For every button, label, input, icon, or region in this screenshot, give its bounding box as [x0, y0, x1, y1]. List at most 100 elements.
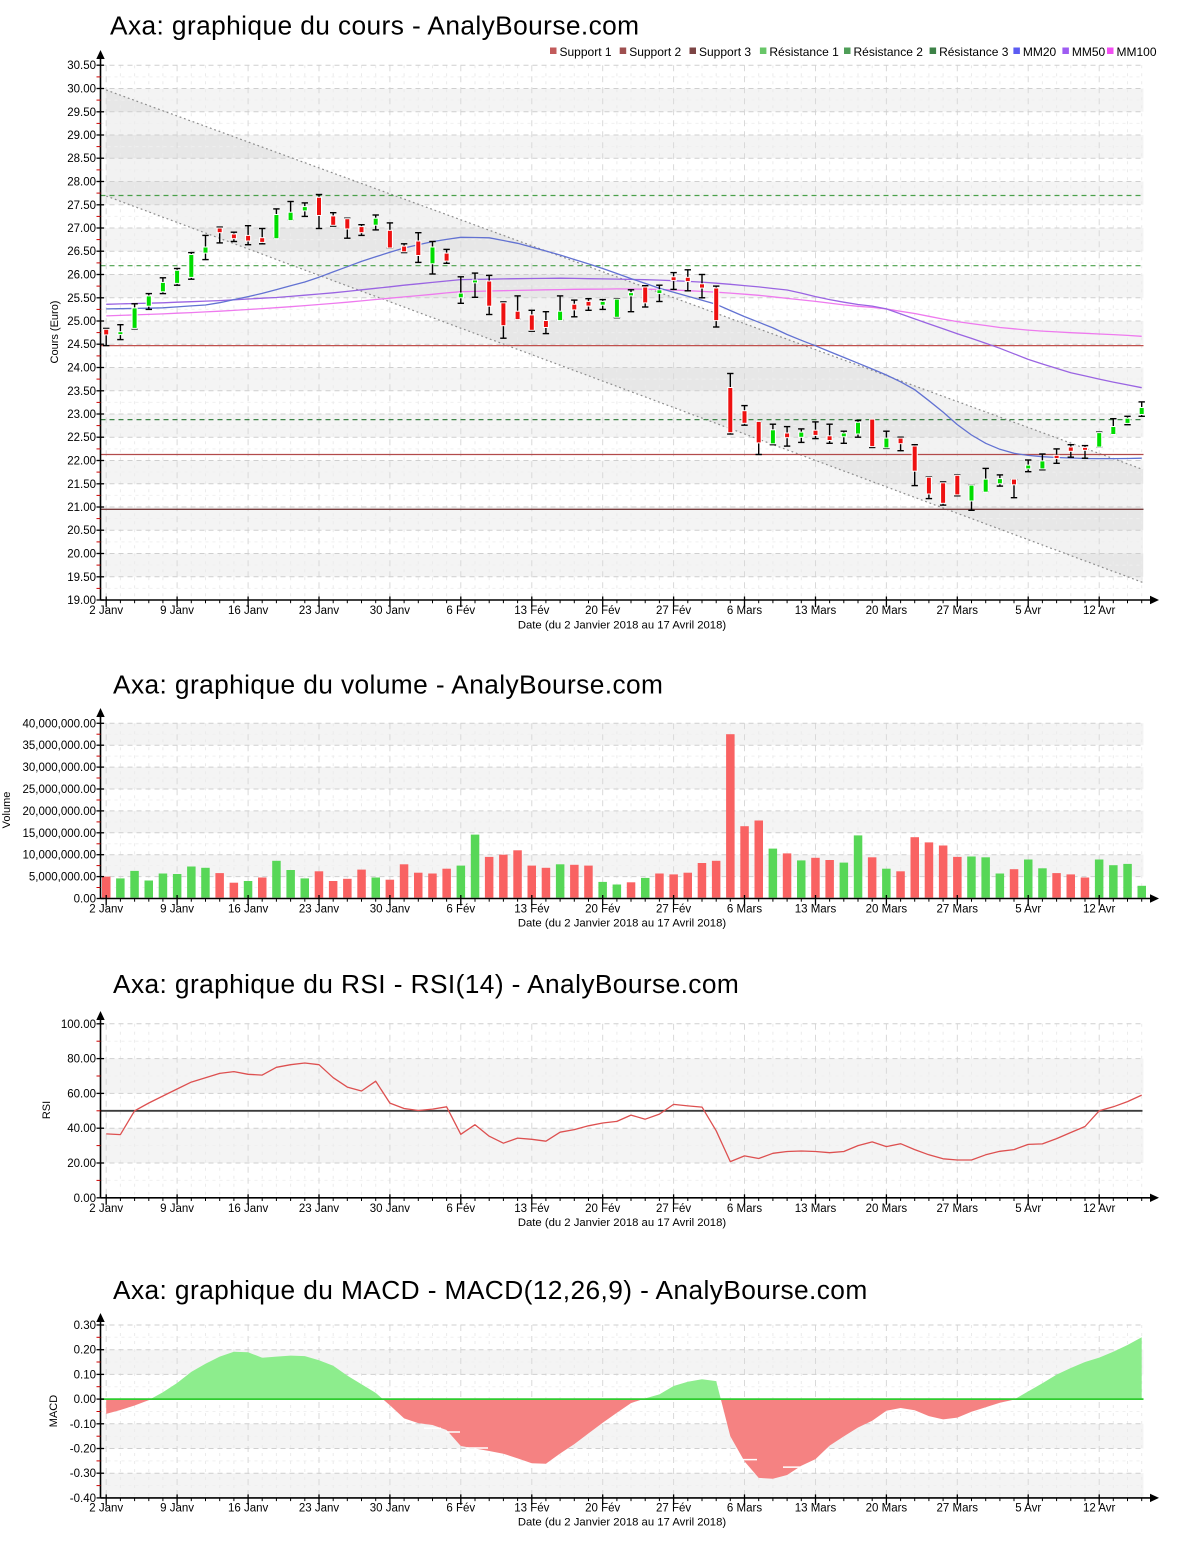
svg-text:0.10: 0.10	[74, 1369, 96, 1381]
svg-text:13 Fév: 13 Fév	[514, 605, 549, 617]
svg-text:9 Janv: 9 Janv	[160, 1503, 194, 1515]
svg-text:27 Mars: 27 Mars	[937, 1503, 979, 1515]
svg-text:12 Avr: 12 Avr	[1083, 1503, 1116, 1515]
svg-text:5 Avr: 5 Avr	[1015, 605, 1041, 617]
svg-text:28.50: 28.50	[67, 153, 96, 165]
svg-text:27.00: 27.00	[67, 223, 96, 235]
svg-text:24.50: 24.50	[67, 339, 96, 351]
svg-text:23 Janv: 23 Janv	[299, 1503, 340, 1515]
svg-text:13 Mars: 13 Mars	[795, 1203, 837, 1215]
svg-text:0.00: 0.00	[74, 1193, 96, 1205]
svg-text:6 Mars: 6 Mars	[727, 904, 762, 916]
svg-text:30 Janv: 30 Janv	[370, 904, 411, 916]
svg-text:6 Mars: 6 Mars	[727, 1503, 762, 1515]
svg-text:13 Fév: 13 Fév	[514, 904, 549, 916]
svg-text:Volume: Volume	[1, 792, 13, 829]
svg-text:30 Janv: 30 Janv	[370, 1503, 411, 1515]
svg-text:23 Janv: 23 Janv	[299, 1203, 340, 1215]
svg-text:19.00: 19.00	[67, 595, 96, 607]
svg-text:5,000,000.00: 5,000,000.00	[29, 872, 96, 884]
svg-text:Support 1: Support 1	[560, 45, 612, 59]
svg-text:2 Janv: 2 Janv	[89, 1503, 123, 1515]
svg-text:26.50: 26.50	[67, 246, 96, 258]
svg-text:Date (du 2 Janvier 2018 au 17: Date (du 2 Janvier 2018 au 17 Avril 2018…	[518, 1517, 727, 1529]
svg-text:27 Mars: 27 Mars	[937, 1203, 979, 1215]
svg-text:16 Janv: 16 Janv	[228, 1203, 269, 1215]
svg-text:6 Mars: 6 Mars	[727, 1203, 762, 1215]
svg-text:40,000,000.00: 40,000,000.00	[22, 718, 96, 730]
svg-text:Axa: graphique du MACD - MACD(: Axa: graphique du MACD - MACD(12,26,9) -…	[113, 1275, 868, 1305]
svg-text:20.00: 20.00	[67, 549, 96, 561]
svg-text:MM100: MM100	[1117, 45, 1157, 59]
svg-text:20 Fév: 20 Fév	[585, 904, 620, 916]
svg-text:12 Avr: 12 Avr	[1083, 1203, 1116, 1215]
svg-text:10,000,000.00: 10,000,000.00	[22, 850, 96, 862]
svg-text:2 Janv: 2 Janv	[89, 904, 123, 916]
svg-text:0.20: 0.20	[74, 1345, 96, 1357]
svg-text:13 Mars: 13 Mars	[795, 904, 837, 916]
svg-text:21.00: 21.00	[67, 502, 96, 514]
svg-text:27 Mars: 27 Mars	[937, 904, 979, 916]
svg-text:2 Janv: 2 Janv	[89, 605, 123, 617]
svg-text:Axa: graphique du RSI - RSI(14: Axa: graphique du RSI - RSI(14) - AnalyB…	[113, 969, 739, 999]
svg-text:9 Janv: 9 Janv	[160, 1203, 194, 1215]
svg-text:12 Avr: 12 Avr	[1083, 904, 1116, 916]
svg-text:20 Fév: 20 Fév	[585, 605, 620, 617]
svg-text:5 Avr: 5 Avr	[1015, 1203, 1041, 1215]
svg-text:Date (du 2 Janvier 2018 au 17: Date (du 2 Janvier 2018 au 17 Avril 2018…	[518, 1217, 727, 1229]
svg-text:-0.20: -0.20	[70, 1444, 96, 1456]
svg-text:30 Janv: 30 Janv	[370, 605, 411, 617]
svg-text:6 Mars: 6 Mars	[727, 605, 762, 617]
svg-text:80.00: 80.00	[67, 1054, 96, 1066]
svg-text:6 Fév: 6 Fév	[446, 904, 475, 916]
svg-text:27 Fév: 27 Fév	[656, 1503, 691, 1515]
svg-text:MM20: MM20	[1023, 45, 1057, 59]
svg-text:0.00: 0.00	[74, 894, 96, 906]
svg-text:6 Fév: 6 Fév	[446, 1203, 475, 1215]
svg-text:27 Fév: 27 Fév	[656, 1203, 691, 1215]
svg-text:22.50: 22.50	[67, 432, 96, 444]
svg-text:13 Fév: 13 Fév	[514, 1503, 549, 1515]
svg-text:24.00: 24.00	[67, 363, 96, 375]
svg-text:MACD: MACD	[48, 1395, 60, 1427]
svg-text:MM50: MM50	[1072, 45, 1106, 59]
svg-text:30.50: 30.50	[67, 60, 96, 72]
svg-text:16 Janv: 16 Janv	[228, 904, 269, 916]
svg-text:29.50: 29.50	[67, 107, 96, 119]
svg-text:23.00: 23.00	[67, 409, 96, 421]
svg-text:27 Fév: 27 Fév	[656, 605, 691, 617]
svg-text:Résistance 3: Résistance 3	[939, 45, 1009, 59]
svg-text:20 Fév: 20 Fév	[585, 1503, 620, 1515]
svg-text:-0.10: -0.10	[70, 1419, 96, 1431]
svg-text:21.50: 21.50	[67, 479, 96, 491]
svg-text:Date (du 2 Janvier 2018 au 17: Date (du 2 Janvier 2018 au 17 Avril 2018…	[518, 620, 727, 632]
svg-text:40.00: 40.00	[67, 1123, 96, 1135]
svg-text:20 Mars: 20 Mars	[866, 1503, 908, 1515]
svg-text:6 Fév: 6 Fév	[446, 605, 475, 617]
svg-text:2 Janv: 2 Janv	[89, 1203, 123, 1215]
svg-text:Résistance 1: Résistance 1	[769, 45, 839, 59]
svg-text:Résistance 2: Résistance 2	[854, 45, 924, 59]
svg-text:9 Janv: 9 Janv	[160, 904, 194, 916]
svg-text:23 Janv: 23 Janv	[299, 904, 340, 916]
svg-text:23.50: 23.50	[67, 386, 96, 398]
svg-text:5 Avr: 5 Avr	[1015, 1503, 1041, 1515]
svg-text:60.00: 60.00	[67, 1088, 96, 1100]
svg-text:16 Janv: 16 Janv	[228, 1503, 269, 1515]
svg-text:29.00: 29.00	[67, 130, 96, 142]
svg-text:15,000,000.00: 15,000,000.00	[22, 828, 96, 840]
svg-text:Date (du 2 Janvier 2018 au 17: Date (du 2 Janvier 2018 au 17 Avril 2018…	[518, 918, 727, 930]
svg-text:16 Janv: 16 Janv	[228, 605, 269, 617]
svg-text:RSI: RSI	[41, 1101, 53, 1119]
svg-text:27 Fév: 27 Fév	[656, 904, 691, 916]
svg-text:13 Fév: 13 Fév	[514, 1203, 549, 1215]
svg-text:20,000,000.00: 20,000,000.00	[22, 806, 96, 818]
svg-text:13 Mars: 13 Mars	[795, 1503, 837, 1515]
svg-text:20 Mars: 20 Mars	[866, 904, 908, 916]
svg-text:0.00: 0.00	[74, 1394, 96, 1406]
svg-text:28.00: 28.00	[67, 177, 96, 189]
svg-text:25.50: 25.50	[67, 293, 96, 305]
svg-text:35,000,000.00: 35,000,000.00	[22, 740, 96, 752]
svg-text:9 Janv: 9 Janv	[160, 605, 194, 617]
svg-text:12 Avr: 12 Avr	[1083, 605, 1116, 617]
